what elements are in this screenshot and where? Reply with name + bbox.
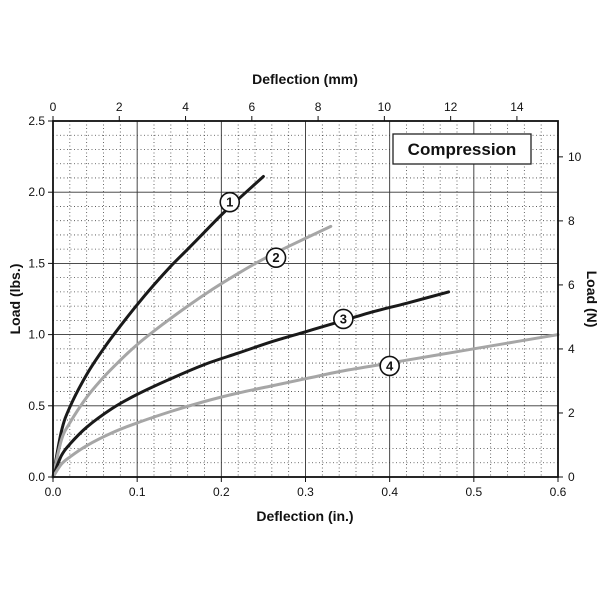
y-axis-title: Load (lbs.) [7,264,23,335]
y-tick-label: 2.0 [28,185,45,199]
y2-tick-label: 0 [568,470,575,484]
x2-tick-label: 14 [510,100,524,114]
series-1-line [51,175,265,479]
curves: 1 2 3 4 [51,175,560,479]
x2-tick-label: 0 [50,100,57,114]
x2-tick-label: 8 [315,100,322,114]
x2-axis-title: Deflection (mm) [252,71,358,87]
x-tick-label: 0.0 [45,485,62,499]
y2-axis-title: Load (N) [584,271,600,328]
series-4-marker [379,355,400,377]
plot-frame [52,120,559,478]
x-tick-label: 0.6 [550,485,567,499]
y-tick-label: 1.0 [28,328,45,342]
y-tick-label: 0.0 [28,470,45,484]
y2-tick-label: 10 [568,150,582,164]
x2-tick-label: 2 [116,100,123,114]
x-tick-label: 0.1 [129,485,146,499]
series-2-label: 2 [272,250,279,265]
x-tick-label: 0.3 [297,485,314,499]
y2-tick-label: 6 [568,278,575,292]
x2-tick-label: 12 [444,100,458,114]
series-2-line [51,224,333,479]
series-4-line [51,333,560,479]
y2-tick-label: 4 [568,342,575,356]
grid [53,121,558,477]
x2-tick-label: 10 [378,100,392,114]
y-tick-label: 2.5 [28,114,45,128]
x-tick-label: 0.5 [465,485,482,499]
series-1-marker [219,191,241,213]
x-tick-label: 0.4 [381,485,398,499]
ticks: 0.0 0.1 0.2 0.3 0.4 0.5 0.6 0.0 0.5 1.0 1.5 2.0 2.5 0… [28,100,581,499]
x-axis-title: Deflection (in.) [256,508,353,524]
series-3-marker [333,308,354,330]
series-4-label: 4 [386,358,394,373]
y2-tick-label: 8 [568,214,575,228]
series-3-line [51,290,451,479]
y2-tick-label: 2 [568,406,575,420]
x2-tick-label: 4 [182,100,189,114]
series-1-label: 1 [226,195,233,210]
chart-title-frame [392,133,532,165]
y-tick-label: 0.5 [28,399,45,413]
chart-title-box: Compression [392,133,532,165]
series-3-label: 3 [340,311,347,326]
x-tick-label: 0.2 [213,485,230,499]
x2-tick-label: 6 [248,100,255,114]
chart-title: Compression [408,140,517,159]
series-2-marker [265,247,287,269]
y-tick-label: 1.5 [28,256,45,270]
